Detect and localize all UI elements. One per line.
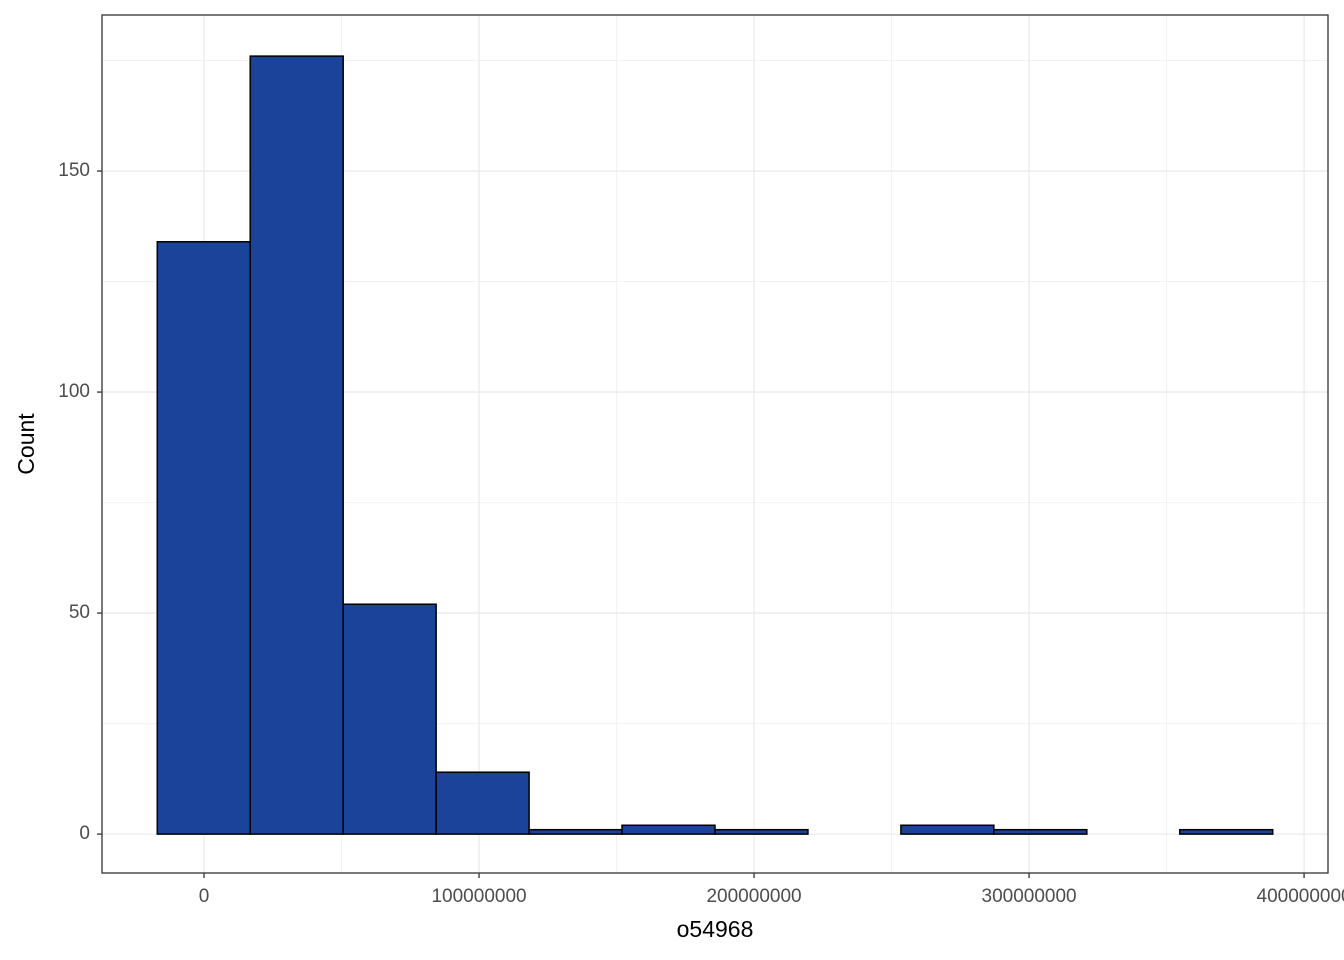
bar	[435, 771, 530, 835]
bar	[714, 828, 809, 835]
x-tick-label: 200000000	[706, 886, 801, 907]
panel-border	[101, 14, 1329, 874]
bar	[993, 828, 1088, 835]
y-tick-label: 0	[79, 823, 90, 844]
x-axis-title: o54968	[677, 916, 754, 942]
x-tick-label: 0	[199, 886, 210, 907]
bar	[156, 241, 251, 835]
x-tick-label: 400000000	[1257, 886, 1344, 907]
y-tick-label: 150	[58, 160, 90, 181]
bar	[342, 603, 437, 835]
x-tick-label: 300000000	[982, 886, 1077, 907]
y-tick-label: 100	[58, 381, 90, 402]
bar	[528, 828, 623, 835]
bar	[1179, 828, 1274, 835]
bar	[249, 55, 344, 835]
bar	[900, 824, 995, 835]
y-tick-label: 50	[69, 602, 90, 623]
y-axis-title: Count	[13, 413, 39, 475]
x-tick-label: 100000000	[431, 886, 526, 907]
bar	[621, 824, 716, 835]
